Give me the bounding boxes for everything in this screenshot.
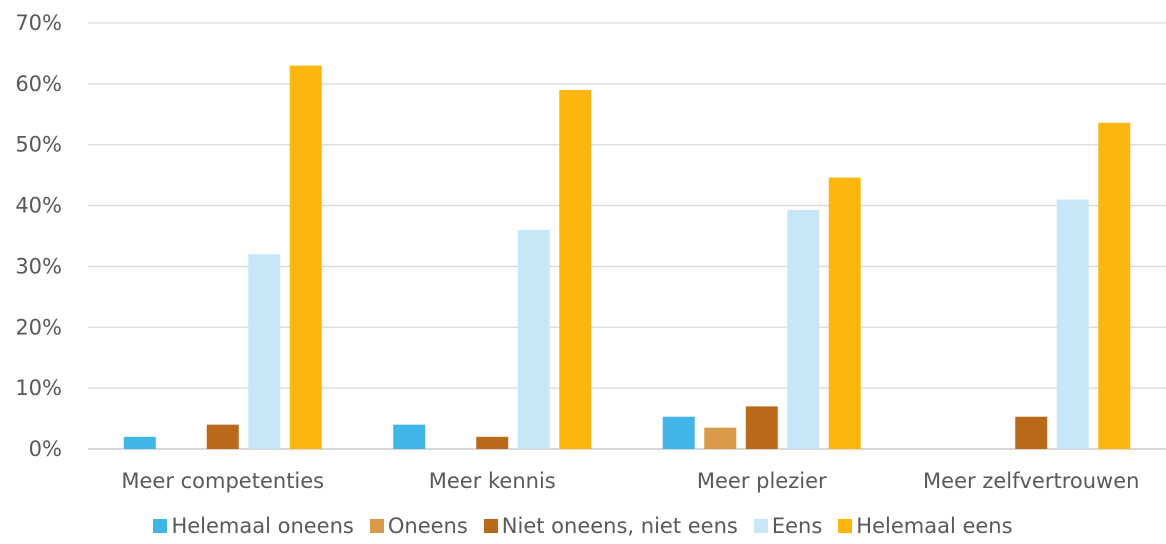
legend-swatch	[369, 519, 384, 533]
y-tick-label: 50%	[15, 133, 62, 157]
y-axis-tick-labels: 0% 10% 20% 30% 40% 50% 60% 70%	[15, 11, 62, 461]
bar-helemaal-eens-2	[559, 89, 592, 449]
y-tick-label: 40%	[15, 194, 62, 218]
bar-niet-oneens-niet-eens-4	[1015, 416, 1048, 449]
y-tick-label: 60%	[15, 72, 62, 96]
bars	[123, 65, 1131, 449]
x-category-label: Meer zelfvertrouwen	[923, 469, 1139, 493]
bar-helemaal-eens-4	[1098, 122, 1131, 449]
legend-swatch	[753, 519, 768, 533]
bar-helemaal-eens-1	[289, 65, 322, 449]
legend-swatch	[838, 519, 853, 533]
x-category-label: Meer competenties	[121, 469, 324, 493]
legend-label: Helemaal oneens	[171, 514, 354, 538]
legend-label: Oneens	[387, 514, 468, 538]
legend-label: Helemaal eens	[856, 514, 1013, 538]
legend-item: Helemaal oneens	[153, 514, 354, 538]
bar-helemaal-oneens-3	[662, 416, 695, 449]
bar-eens-2	[517, 229, 550, 449]
legend-item: Niet oneens, niet eens	[483, 514, 738, 538]
legend-label: Niet oneens, niet eens	[501, 514, 738, 538]
legend-item: Oneens	[369, 514, 468, 538]
bar-eens-3	[787, 209, 820, 449]
legend-item: Eens	[753, 514, 823, 538]
y-tick-label: 70%	[15, 11, 62, 35]
bar-eens-4	[1056, 199, 1089, 449]
y-tick-label: 0%	[29, 437, 62, 461]
y-tick-label: 10%	[15, 376, 62, 400]
x-axis-category-labels: Meer competenties Meer kennis Meer plezier…	[121, 469, 1139, 493]
legend-swatch	[483, 519, 498, 533]
x-category-label: Meer kennis	[429, 469, 556, 493]
legend-swatch	[153, 519, 168, 533]
y-tick-label: 30%	[15, 254, 62, 278]
legend-item: Helemaal eens	[838, 514, 1013, 538]
legend: Helemaal oneens Oneens Niet oneens, niet e…	[0, 508, 1166, 544]
y-tick-label: 20%	[15, 315, 62, 339]
bar-helemaal-oneens-1	[123, 436, 156, 449]
bar-chart: 0% 10% 20% 30% 40% 50% 60% 70% Meer competentie…	[15, 11, 1166, 493]
x-category-label: Meer plezier	[697, 469, 827, 493]
bar-niet-oneens-niet-eens-2	[476, 436, 509, 449]
bar-niet-oneens-niet-eens-1	[206, 424, 239, 449]
bar-eens-1	[248, 254, 281, 449]
bar-oneens-3	[704, 427, 737, 449]
bar-niet-oneens-niet-eens-3	[745, 406, 778, 449]
bar-helemaal-eens-3	[828, 177, 861, 449]
bar-helemaal-oneens-2	[393, 424, 426, 449]
legend-label: Eens	[771, 514, 823, 538]
